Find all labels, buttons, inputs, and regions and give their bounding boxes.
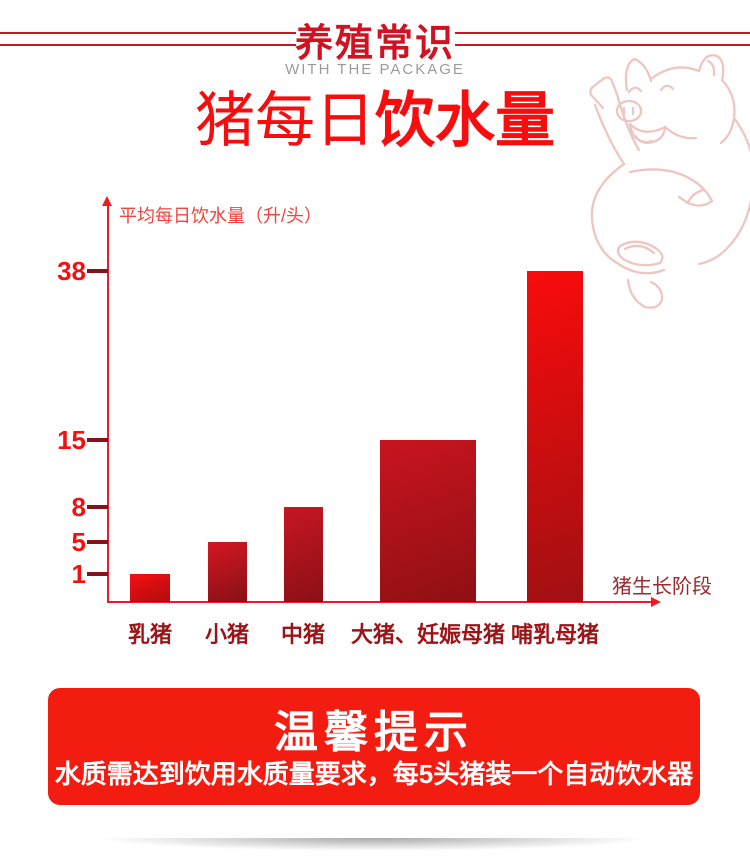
x-axis-line [107, 601, 651, 603]
y-axis-arrow-icon [102, 196, 112, 206]
notice-body: 水质需达到饮用水质量要求，每5头猪装一个自动饮水器 [54, 759, 694, 789]
bar [380, 440, 476, 602]
page-title-bold: 饮水量 [375, 87, 555, 154]
y-tick-mark [87, 505, 108, 509]
x-category-label: 哺乳母猪 [510, 622, 600, 647]
header-rule-left [0, 32, 296, 46]
y-tick-mark [87, 269, 108, 273]
y-tick-label: 8 [71, 492, 86, 522]
x-axis-label: 猪生长阶段 [612, 576, 712, 598]
x-category-label: 小猪 [204, 622, 250, 647]
page-title: 猪每日饮水量 [0, 88, 750, 154]
bar [130, 574, 170, 602]
y-tick-label: 15 [57, 425, 86, 455]
y-tick-label: 38 [57, 256, 86, 286]
x-category-label: 乳猪 [127, 622, 173, 647]
header-rule-right [455, 32, 750, 46]
y-tick-label: 5 [71, 527, 86, 557]
page-title-regular: 猪每日 [195, 87, 375, 154]
x-category-label: 大猪、妊娠母猪 [350, 622, 506, 647]
y-tick-mark [87, 438, 108, 442]
notice-banner: 温馨提示 水质需达到饮用水质量要求，每5头猪装一个自动饮水器 [48, 688, 700, 805]
pig-illustration-icon [589, 54, 750, 309]
y-tick-label: 1 [71, 559, 86, 589]
y-tick-mark [87, 572, 108, 576]
y-axis-line [107, 205, 109, 603]
y-tick-mark [87, 540, 108, 544]
notice-title: 温馨提示 [274, 708, 474, 757]
bar [283, 507, 323, 602]
section-header-subtitle: WITH THE PACKAGE [285, 61, 465, 78]
section-header-title: 养殖常识 [294, 23, 455, 65]
bar [207, 542, 247, 602]
y-axis-label: 平均每日饮水量（升/头） [119, 206, 322, 226]
section-divider-shadow [23, 838, 727, 856]
x-category-label: 中猪 [280, 622, 326, 647]
